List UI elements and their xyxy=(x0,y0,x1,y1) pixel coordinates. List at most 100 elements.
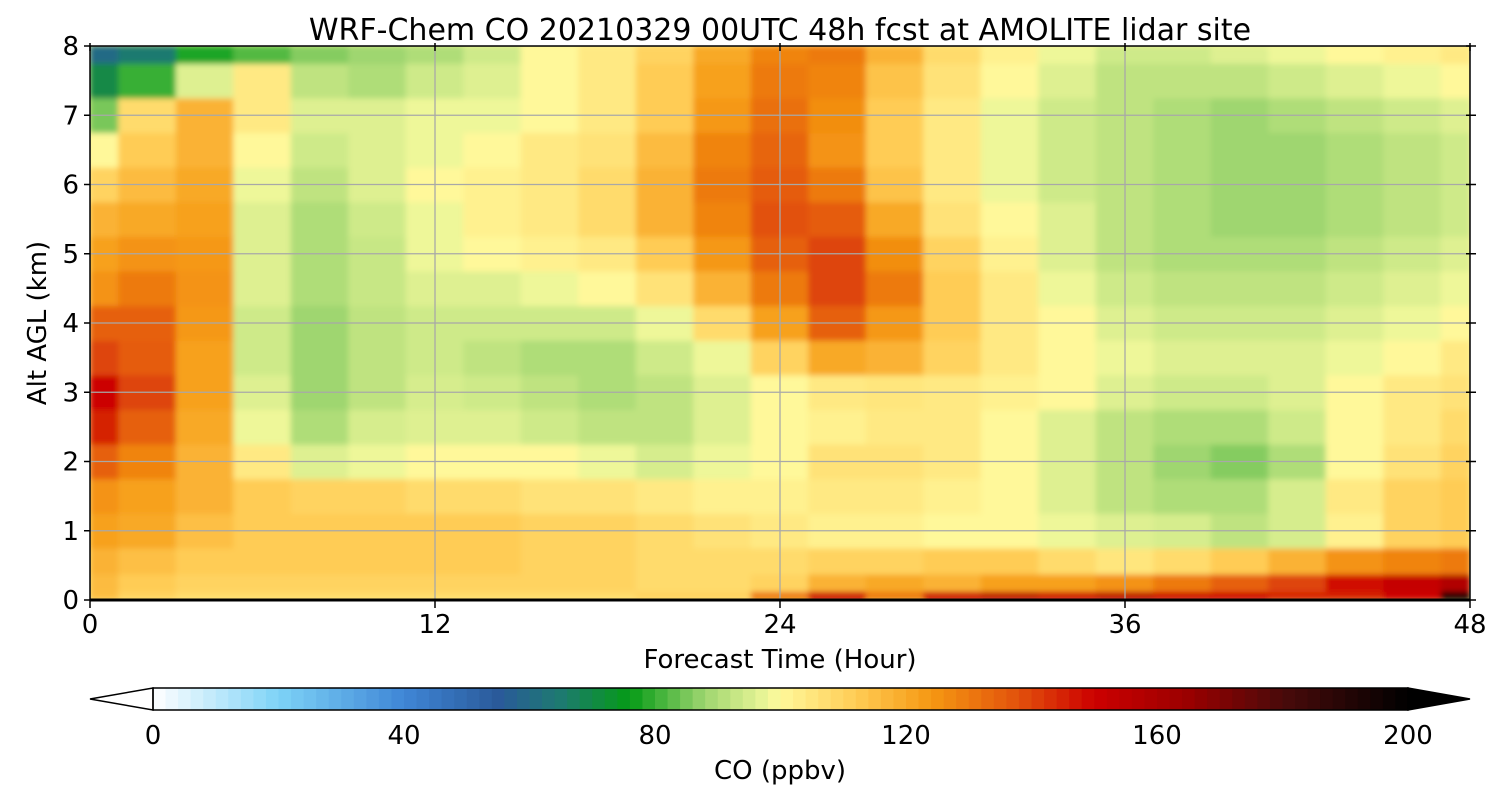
x-tick-label: 36 xyxy=(1108,610,1141,640)
co-cell xyxy=(980,270,1040,307)
colorbar-tick-label: 200 xyxy=(1383,721,1433,751)
co-cell xyxy=(233,46,292,64)
colorbar-segment xyxy=(1370,688,1384,710)
co-cell xyxy=(1268,270,1327,307)
colorbar-segment xyxy=(805,688,819,710)
co-cell xyxy=(233,573,292,592)
co-cell xyxy=(233,132,292,168)
co-cell xyxy=(348,339,407,376)
co-cell xyxy=(923,590,982,600)
co-cell xyxy=(1210,201,1270,237)
co-cell xyxy=(290,46,350,64)
colorbar-segment xyxy=(767,688,782,710)
co-cell xyxy=(290,62,350,99)
co-cell xyxy=(1038,573,1097,592)
co-cell xyxy=(1038,132,1097,168)
x-axis-label: Forecast Time (Hour) xyxy=(643,645,916,675)
colorbar-segment xyxy=(931,688,945,710)
colorbar-segment xyxy=(1081,688,1095,710)
colorbar-segment xyxy=(416,688,430,710)
co-cell xyxy=(348,46,407,64)
co-cell xyxy=(1153,478,1212,514)
co-cell xyxy=(463,132,522,168)
colorbar-segment xyxy=(1169,688,1183,710)
co-cell xyxy=(635,590,695,600)
co-cell xyxy=(1440,547,1470,575)
co-cell xyxy=(1153,132,1212,168)
co-cell xyxy=(980,46,1040,64)
y-tick-label: 6 xyxy=(62,171,79,201)
co-cell xyxy=(1383,409,1442,445)
colorbar-segment xyxy=(542,688,556,710)
colorbar-extend-high xyxy=(1407,687,1471,711)
y-tick-label: 8 xyxy=(62,32,79,62)
co-cell xyxy=(463,201,522,237)
colorbar-segment xyxy=(1018,688,1033,710)
chart-title: WRF-Chem CO 20210329 00UTC 48h fcst at A… xyxy=(309,13,1251,48)
co-cell xyxy=(520,46,580,64)
co-cell xyxy=(175,62,235,99)
co-cell xyxy=(1038,339,1097,376)
co-cell xyxy=(578,590,637,600)
co-cell xyxy=(1210,62,1270,99)
co-cell xyxy=(118,547,177,575)
co-cell xyxy=(578,573,637,592)
y-tick-label: 5 xyxy=(62,240,79,270)
colorbar-segment xyxy=(918,688,932,710)
co-cell xyxy=(1210,132,1270,168)
co-cell xyxy=(1325,339,1385,376)
co-cell xyxy=(693,547,752,575)
colorbar-segment xyxy=(215,688,229,710)
co-cell xyxy=(980,590,1040,600)
colorbar-segment xyxy=(843,688,857,710)
co-cell xyxy=(1383,547,1442,575)
colorbar-label: CO (ppbv) xyxy=(714,756,846,786)
co-cell xyxy=(808,62,867,99)
co-cell xyxy=(808,46,867,64)
colorbar-segment xyxy=(404,688,418,710)
co-cell xyxy=(348,270,407,307)
colorbar-tick-label: 160 xyxy=(1132,721,1182,751)
co-cell xyxy=(175,270,235,307)
co-cell xyxy=(1038,478,1097,514)
co-cell xyxy=(348,590,407,600)
colorbar-segment xyxy=(491,688,505,710)
colorbar-segment xyxy=(190,688,204,710)
colorbar-segment xyxy=(956,688,970,710)
co-cell xyxy=(1383,339,1442,376)
co-cell xyxy=(865,62,925,99)
colorbar-segment xyxy=(165,688,179,710)
co-cell xyxy=(1325,590,1385,600)
co-cell xyxy=(118,270,177,307)
y-tick-label: 7 xyxy=(62,101,79,131)
colorbar-segment xyxy=(604,688,618,710)
x-axis-ticks: 0 12 24 36 48 xyxy=(82,43,1487,640)
colorbar-segment xyxy=(592,688,606,710)
colorbar-segment xyxy=(730,688,744,710)
colorbar-segment xyxy=(529,688,543,710)
colorbar-segment xyxy=(1219,688,1233,710)
co-cell xyxy=(118,132,177,168)
co-cell xyxy=(520,270,580,307)
colorbar-segment xyxy=(818,688,832,710)
co-cell xyxy=(693,62,752,99)
co-cell xyxy=(348,547,407,575)
colorbar-segment xyxy=(968,688,982,710)
co-cell xyxy=(980,547,1040,575)
co-cell xyxy=(118,339,177,376)
co-cell xyxy=(1268,201,1327,237)
co-cell xyxy=(1210,46,1270,64)
co-cell xyxy=(923,46,982,64)
gridlines xyxy=(90,46,1470,600)
co-cell xyxy=(90,547,120,575)
co-cell xyxy=(90,478,120,514)
co-cell xyxy=(693,409,752,445)
co-cell xyxy=(808,132,867,168)
colorbar-segment xyxy=(391,688,405,710)
co-cell xyxy=(635,478,695,514)
co-cell xyxy=(693,339,752,376)
co-cell xyxy=(520,339,580,376)
y-tick-label: 0 xyxy=(62,586,79,616)
co-cell xyxy=(463,573,522,592)
